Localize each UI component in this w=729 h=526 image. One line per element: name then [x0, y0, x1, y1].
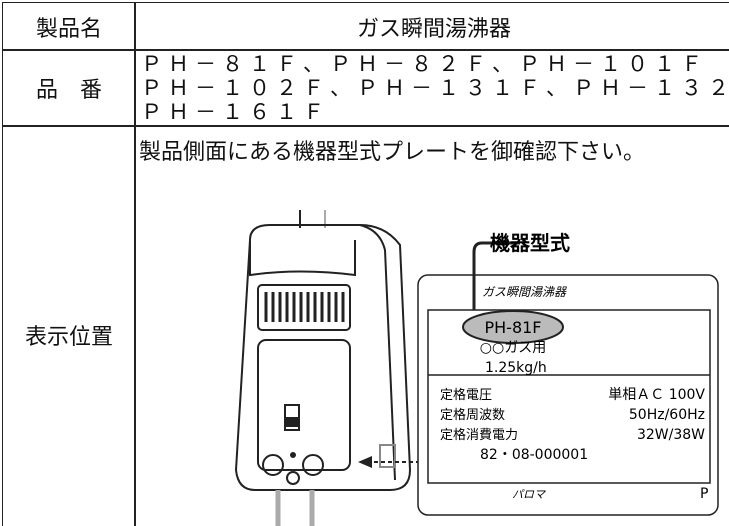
header-cell: 品 番 — [2, 49, 136, 127]
callout: 機器型式 — [490, 231, 570, 255]
spec-label: 定格電圧 — [440, 387, 492, 403]
content-cell: ＰＨ－８１Ｆ、ＰＨ－８２Ｆ、ＰＨ－１０１Ｆ ＰＨ－１０２Ｆ、ＰＨ－１３１Ｆ、ＰＨ… — [134, 49, 729, 127]
mark: P — [700, 486, 708, 502]
spec-value: 32W/38W — [637, 427, 705, 443]
plate-consumption: 1.25kg/h — [485, 360, 547, 376]
serial: 82・08-000001 — [480, 447, 588, 463]
spec-value: 単相ＡＣ 100V — [608, 387, 705, 403]
header-cell: 表示位置 — [2, 125, 136, 526]
model-line: ＰＨ－１０２Ｆ、ＰＨ－１３１Ｆ、ＰＨ－１３２Ｆ、 — [141, 76, 729, 100]
content-cell: 製品側面にある機器型式プレートを御確認下さい。 — [134, 125, 729, 526]
plate-gas: ○○ガス用 — [480, 340, 546, 356]
model-line: ＰＨ－１６１Ｆ — [141, 100, 330, 124]
plate-model: PH-81F — [484, 318, 541, 337]
header-cell: 製品名 — [2, 2, 136, 51]
spec-label: 定格消費電力 — [440, 427, 518, 443]
content-cell: ガス瞬間湯沸器 — [134, 2, 729, 51]
highlight — [462, 310, 564, 344]
vents — [264, 292, 345, 322]
maker: パロマ — [512, 488, 546, 501]
heater — [234, 210, 412, 526]
instruction: 製品側面にある機器型式プレートを御確認下さい。 — [139, 140, 646, 165]
spec-value: 50Hz/60Hz — [629, 407, 705, 423]
plate-title: ガス瞬間湯沸器 — [482, 285, 567, 299]
spec-label: 定格周波数 — [440, 407, 505, 423]
plate-inner — [427, 309, 711, 484]
arrowhead — [358, 456, 372, 468]
callout-line — [472, 241, 520, 310]
model-line: ＰＨ－８１Ｆ、ＰＨ－８２Ｆ、ＰＨ－１０１Ｆ — [141, 52, 708, 76]
